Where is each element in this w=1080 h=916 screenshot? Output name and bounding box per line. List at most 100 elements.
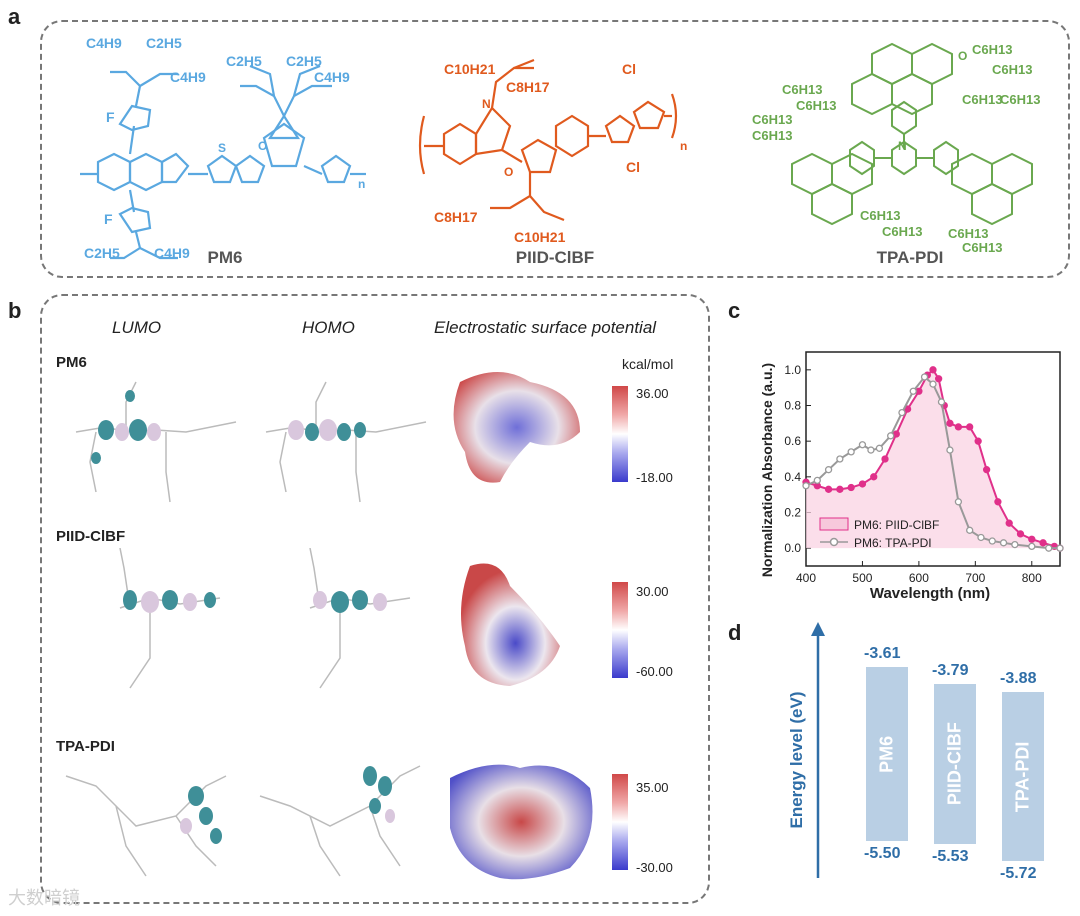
series-point-0	[1016, 530, 1025, 538]
energy-lumo-value-2: -3.88	[1000, 670, 1037, 688]
series-point-0	[881, 455, 889, 463]
series-point-0	[954, 423, 963, 431]
pm6-colorbar-max: 36.00	[636, 386, 669, 401]
header-esp: Electrostatic surface potential	[434, 318, 657, 337]
legend-marker-tpa	[829, 537, 839, 547]
piid-label-c8h17-bot: C8H17	[434, 209, 478, 225]
tpa-label-c6h13-8: C6H13	[1000, 92, 1040, 107]
y-tick-label: 0.6	[784, 434, 801, 448]
molecule-label-piid-clbf: PIID-ClBF	[515, 248, 595, 267]
series-point-1	[1045, 544, 1053, 552]
tpa-label-o-atom: O	[958, 49, 967, 63]
pm6-label-c2h5-mid: C2H5	[286, 53, 322, 69]
y-tick-label: 0.4	[784, 470, 801, 484]
series-point-1	[802, 482, 810, 490]
molecule-label-pm6: PM6	[207, 248, 243, 267]
energy-bar-2	[1002, 692, 1044, 862]
panel-letter-d: d	[728, 620, 742, 645]
series-point-1	[887, 432, 895, 440]
y-tick-label: 0.2	[784, 506, 801, 520]
series-point-0	[836, 485, 844, 493]
series-point-1	[946, 446, 954, 454]
tpa-label-c6h13-6: C6H13	[752, 128, 792, 143]
series-point-0	[847, 483, 855, 492]
pm6-label-c2h5-top2: C2H5	[226, 53, 262, 69]
series-point-0	[858, 480, 867, 488]
tpa-pdi-colorbar-min: -30.00	[636, 860, 673, 875]
pm6-label-c2h5-bot: C2H5	[84, 245, 120, 261]
x-tick-label: 800	[1022, 571, 1042, 585]
molecule-label-tpa-pdi: TPA-PDI	[876, 248, 944, 267]
tpa-label-c6h13-9: C6H13	[860, 208, 900, 223]
pm6-colorbar	[612, 386, 628, 482]
watermark: 大数暗镜	[8, 888, 80, 908]
x-tick-label: 400	[796, 571, 816, 585]
tpa-pdi-colorbar-max: 35.00	[636, 780, 669, 795]
piid-label-cl1: Cl	[622, 61, 636, 77]
energy-bar-0	[866, 667, 908, 842]
tpa-label-c6h13-10: C6H13	[882, 224, 922, 239]
row-label-pm6: PM6	[56, 354, 87, 371]
pm6-colorbar-min: -18.00	[636, 470, 673, 485]
series-point-1	[929, 380, 937, 388]
energy-homo-value-1: -5.53	[932, 847, 969, 865]
energy-homo-value-2: -5.72	[1000, 865, 1037, 883]
series-point-0	[946, 419, 954, 427]
piid-homo-orbital	[309, 548, 411, 689]
panel-b-frame	[40, 294, 710, 904]
series-point-0	[966, 423, 974, 431]
series-point-0	[982, 466, 991, 474]
series-point-1	[1028, 542, 1036, 551]
piid-colorbar-min: -60.00	[636, 664, 673, 679]
panel-letter-b: b	[8, 298, 22, 323]
series-point-0	[974, 437, 982, 445]
x-tick-label: 600	[909, 571, 929, 585]
energy-axis: Energy level (eV)	[787, 622, 825, 878]
piid-colorbar	[612, 582, 628, 678]
pm6-label-c4h9-mid2: C4H9	[314, 69, 350, 85]
series-point-1	[867, 446, 875, 454]
piid-label-c10h21-bot: C10H21	[514, 229, 566, 245]
energy-lumo-value-1: -3.79	[932, 661, 969, 679]
legend-swatch-piid	[819, 517, 849, 531]
panel-letter-c: c	[728, 298, 741, 323]
header-homo: HOMO	[302, 318, 355, 337]
series-point-0	[870, 473, 878, 481]
energy-bar-name-2: TPA-PDI	[1012, 741, 1033, 813]
tpa-label-c6h13-12: C6H13	[962, 240, 1002, 252]
series-point-1	[999, 539, 1008, 547]
series-point-1	[920, 373, 929, 381]
pm6-label-c4h9-mid: C4H9	[170, 69, 206, 85]
x-tick-label: 700	[965, 571, 985, 585]
piid-clbf-structure: C10H21 C8H17 C8H17 C10H21 Cl Cl N O n	[418, 58, 687, 245]
series-point-0	[994, 498, 1002, 506]
tpa-pdi-colorbar	[612, 774, 628, 870]
piid-label-o-atom: O	[504, 165, 513, 179]
energy-bar-1	[934, 683, 976, 844]
series-point-1	[937, 398, 946, 406]
pm6-label-f-top: F	[106, 109, 115, 125]
pm6-label-n: n	[358, 177, 365, 191]
series-point-1	[954, 498, 963, 506]
series-point-1	[898, 408, 906, 417]
energy-axis-label: Energy level (eV)	[787, 691, 806, 828]
pm6-homo-orbital	[265, 381, 427, 503]
series-point-1	[836, 455, 844, 463]
y-tick-label: 1.0	[784, 363, 801, 377]
pm6-label-o: O	[258, 139, 267, 153]
y-tick-label: 0.0	[784, 541, 801, 555]
pm6-structure: C4H9 C2H5 C2H5 C2H5 C4H9 C4H9 F F C2H5 C…	[80, 35, 366, 261]
tpa-pdi-structure: C6H13 C6H13 C6H13 C6H13 C6H13 C6H13 C6H1…	[752, 42, 1040, 252]
piid-colorbar-max: 30.00	[636, 584, 669, 599]
series-point-0	[1028, 535, 1036, 543]
piid-label-c10h21-top: C10H21	[444, 61, 496, 77]
tpa-pdi-lumo-orbital	[65, 775, 227, 877]
series-point-0	[1005, 519, 1013, 527]
piid-label-cl2: Cl	[626, 159, 640, 175]
chart-y-label: Normalization Absorbance (a.u.)	[760, 363, 775, 577]
row-label-piid-clbf: PIID-ClBF	[56, 528, 126, 545]
energy-lumo-value-0: -3.61	[864, 645, 901, 663]
piid-clbf-esp-surface	[461, 563, 560, 686]
piid-label-n: n	[680, 139, 687, 153]
series-point-1	[858, 441, 867, 449]
